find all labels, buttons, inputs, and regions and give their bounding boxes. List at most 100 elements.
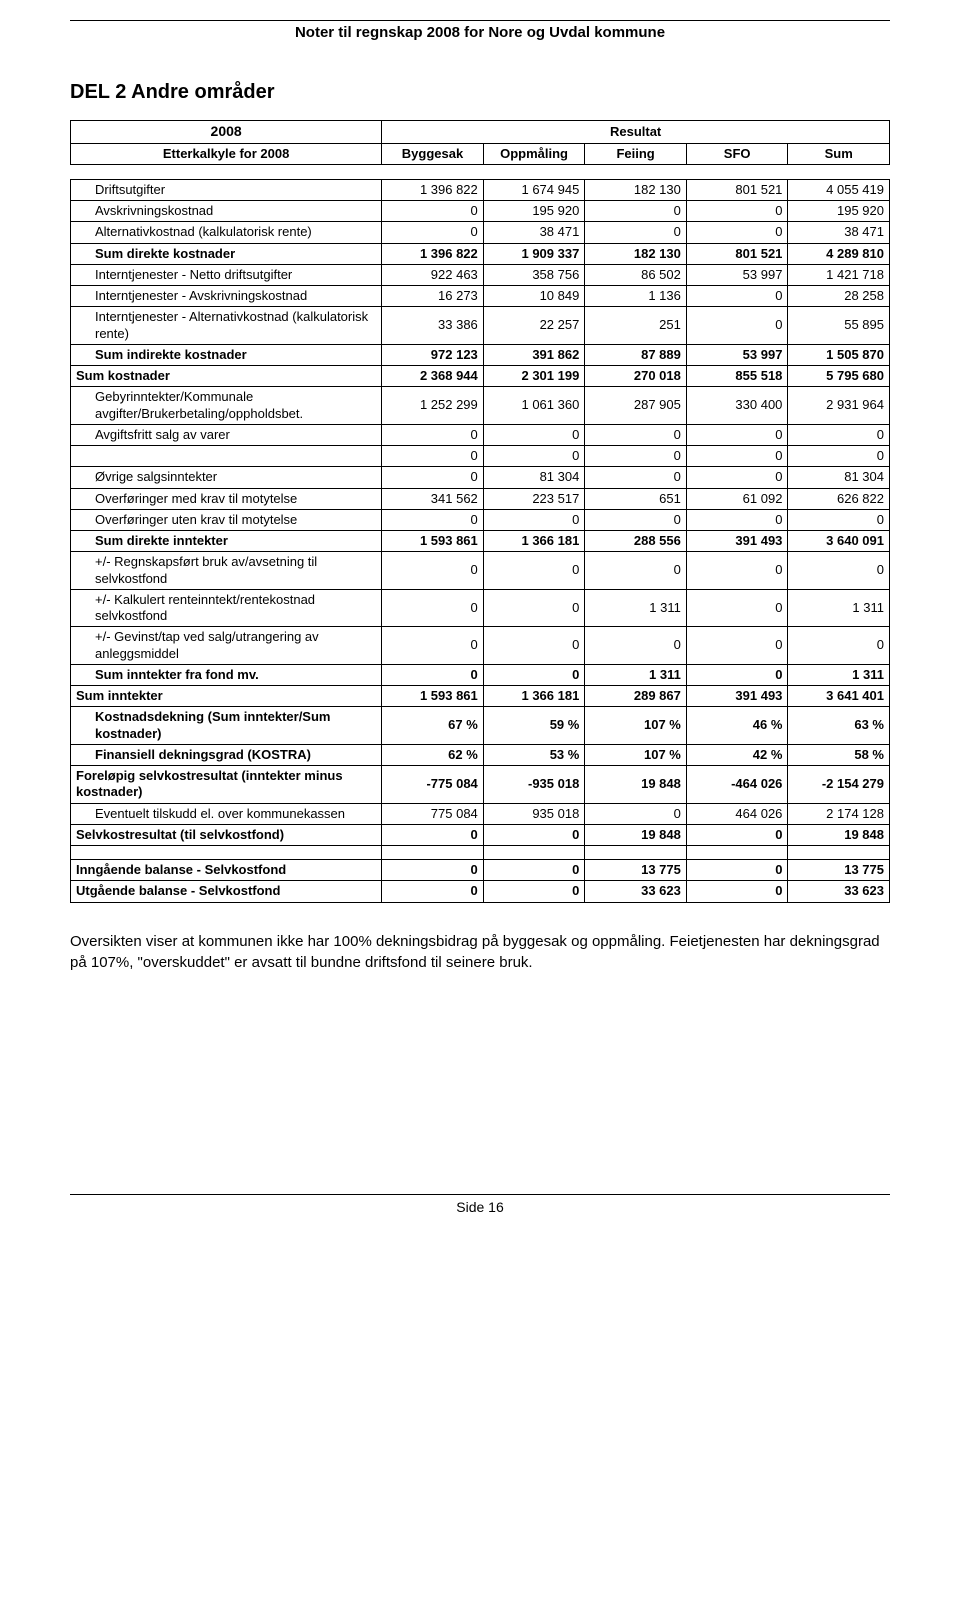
note-text: Oversikten viser at kommunen ikke har 10… bbox=[70, 931, 890, 975]
col-3: SFO bbox=[686, 143, 788, 164]
row-value: 0 bbox=[686, 881, 788, 902]
row-value: 182 130 bbox=[585, 243, 687, 264]
row-value: 3 640 091 bbox=[788, 531, 890, 552]
row-value: 0 bbox=[788, 552, 890, 590]
row-value: 38 471 bbox=[483, 222, 585, 243]
row-value: 195 920 bbox=[788, 201, 890, 222]
row-label: Gebyrinntekter/Kommunale avgifter/Bruker… bbox=[71, 387, 382, 425]
row-value: 0 bbox=[788, 424, 890, 445]
row-value: 1 593 861 bbox=[382, 686, 484, 707]
row-value: 0 bbox=[788, 627, 890, 665]
table-row: Sum direkte inntekter1 593 8611 366 1812… bbox=[71, 531, 890, 552]
row-value: 13 775 bbox=[788, 860, 890, 881]
table-row: +/- Regnskapsført bruk av/avsetning til … bbox=[71, 552, 890, 590]
row-value: 16 273 bbox=[382, 286, 484, 307]
row-value: 3 641 401 bbox=[788, 686, 890, 707]
row-value: 86 502 bbox=[585, 264, 687, 285]
row-value: 5 795 680 bbox=[788, 366, 890, 387]
row-value: 0 bbox=[382, 589, 484, 627]
row-value: 4 289 810 bbox=[788, 243, 890, 264]
row-value: 0 bbox=[382, 627, 484, 665]
row-value: 53 997 bbox=[686, 264, 788, 285]
row-value: 0 bbox=[382, 860, 484, 881]
header-year: 2008 bbox=[71, 121, 382, 144]
row-value: 288 556 bbox=[585, 531, 687, 552]
row-value: 626 822 bbox=[788, 488, 890, 509]
row-value: 0 bbox=[585, 552, 687, 590]
row-value: 1 366 181 bbox=[483, 531, 585, 552]
table-row: Sum indirekte kostnader972 123391 86287 … bbox=[71, 344, 890, 365]
row-value: 0 bbox=[686, 860, 788, 881]
col-0: Byggesak bbox=[382, 143, 484, 164]
row-value: 55 895 bbox=[788, 307, 890, 345]
row-value: 0 bbox=[686, 201, 788, 222]
row-value: 0 bbox=[585, 467, 687, 488]
table-row: Driftsutgifter1 396 8221 674 945182 1308… bbox=[71, 179, 890, 200]
row-value: 0 bbox=[382, 664, 484, 685]
table-row: Sum inntekter fra fond mv.001 31101 311 bbox=[71, 664, 890, 685]
row-value: 1 136 bbox=[585, 286, 687, 307]
row-value: 1 674 945 bbox=[483, 179, 585, 200]
table-row: Foreløpig selvkostresultat (inntekter mi… bbox=[71, 766, 890, 804]
row-value: 61 092 bbox=[686, 488, 788, 509]
row-value: 0 bbox=[382, 467, 484, 488]
row-value: 1 311 bbox=[788, 664, 890, 685]
row-value: 0 bbox=[686, 509, 788, 530]
table-row: Gebyrinntekter/Kommunale avgifter/Bruker… bbox=[71, 387, 890, 425]
row-value: 4 055 419 bbox=[788, 179, 890, 200]
section-title: DEL 2 Andre områder bbox=[70, 81, 890, 104]
table-row: Overføringer med krav til motytelse341 5… bbox=[71, 488, 890, 509]
table-row: Overføringer uten krav til motytelse0000… bbox=[71, 509, 890, 530]
row-value: 0 bbox=[585, 803, 687, 824]
row-value: 67 % bbox=[382, 707, 484, 745]
row-value: 0 bbox=[686, 222, 788, 243]
row-value: 0 bbox=[483, 627, 585, 665]
row-label: Overføringer uten krav til motytelse bbox=[71, 509, 382, 530]
row-value: -775 084 bbox=[382, 766, 484, 804]
row-value: 0 bbox=[686, 552, 788, 590]
row-value: 46 % bbox=[686, 707, 788, 745]
row-label: Sum direkte kostnader bbox=[71, 243, 382, 264]
row-value: 81 304 bbox=[483, 467, 585, 488]
row-value: 0 bbox=[483, 860, 585, 881]
table-row: +/- Kalkulert renteinntekt/rentekostnad … bbox=[71, 589, 890, 627]
row-value: 0 bbox=[382, 881, 484, 902]
row-value: 391 493 bbox=[686, 686, 788, 707]
row-value: 2 174 128 bbox=[788, 803, 890, 824]
row-label: +/- Gevinst/tap ved salg/utrangering av … bbox=[71, 627, 382, 665]
row-value: 251 bbox=[585, 307, 687, 345]
row-value: 1 396 822 bbox=[382, 243, 484, 264]
row-value: 287 905 bbox=[585, 387, 687, 425]
row-value: 0 bbox=[585, 509, 687, 530]
row-label: Alternativkostnad (kalkulatorisk rente) bbox=[71, 222, 382, 243]
row-value: 223 517 bbox=[483, 488, 585, 509]
row-value: 289 867 bbox=[585, 686, 687, 707]
table-row: Interntjenester - Netto driftsutgifter92… bbox=[71, 264, 890, 285]
table-row: +/- Gevinst/tap ved salg/utrangering av … bbox=[71, 627, 890, 665]
row-label: Øvrige salgsinntekter bbox=[71, 467, 382, 488]
row-value: 775 084 bbox=[382, 803, 484, 824]
header-table: 2008 Resultat Etterkalkyle for 2008 Bygg… bbox=[70, 120, 890, 165]
table-row: Avgiftsfritt salg av varer00000 bbox=[71, 424, 890, 445]
row-value: 10 849 bbox=[483, 286, 585, 307]
page-footer: Side 16 bbox=[456, 1199, 503, 1215]
row-value: 0 bbox=[483, 509, 585, 530]
table-row: Kostnadsdekning (Sum inntekter/Sum kostn… bbox=[71, 707, 890, 745]
row-value: 107 % bbox=[585, 744, 687, 765]
row-value: 81 304 bbox=[788, 467, 890, 488]
col-2: Feiing bbox=[585, 143, 687, 164]
row-value: 33 386 bbox=[382, 307, 484, 345]
row-label: +/- Regnskapsført bruk av/avsetning til … bbox=[71, 552, 382, 590]
row-label: Avgiftsfritt salg av varer bbox=[71, 424, 382, 445]
row-value: 19 848 bbox=[585, 766, 687, 804]
row-value: 0 bbox=[686, 286, 788, 307]
table-row: Inngående balanse - Selvkostfond0013 775… bbox=[71, 860, 890, 881]
row-value: 53 997 bbox=[686, 344, 788, 365]
row-value: 0 bbox=[686, 307, 788, 345]
row-value: 182 130 bbox=[585, 179, 687, 200]
row-label: Sum inntekter bbox=[71, 686, 382, 707]
row-value: 391 493 bbox=[686, 531, 788, 552]
row-value: -935 018 bbox=[483, 766, 585, 804]
row-label: Inngående balanse - Selvkostfond bbox=[71, 860, 382, 881]
row-label: Sum indirekte kostnader bbox=[71, 344, 382, 365]
